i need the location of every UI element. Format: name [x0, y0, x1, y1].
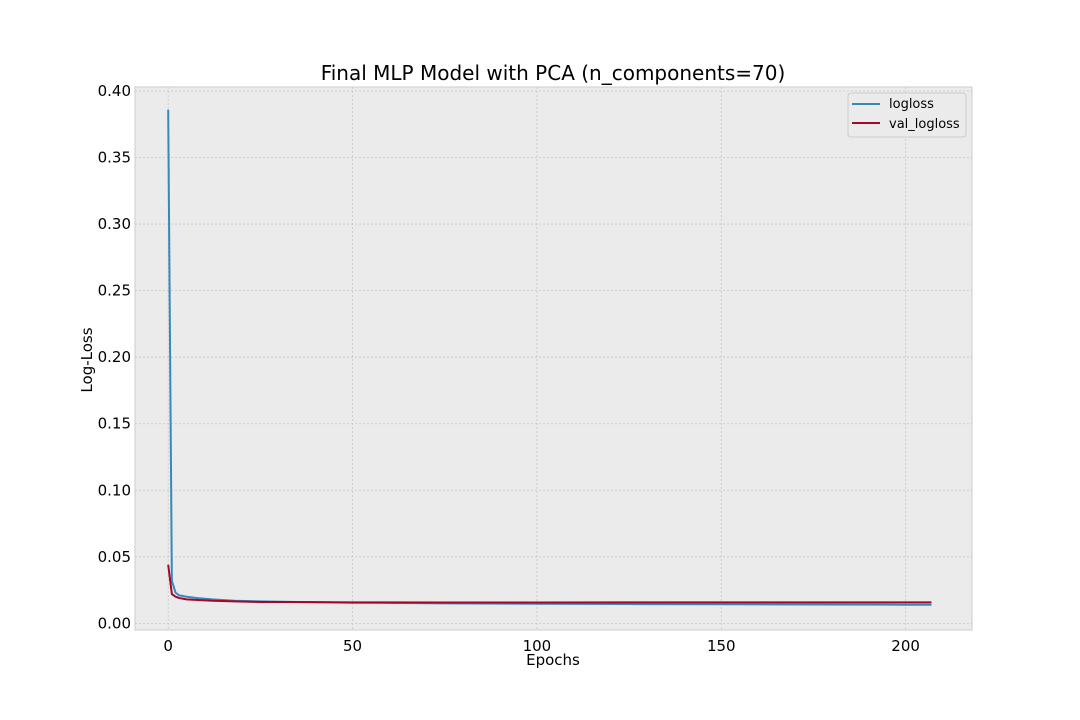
y-tick-label: 0.40: [98, 82, 131, 100]
legend-label-logloss: logloss: [889, 97, 934, 112]
y-tick-label: 0.05: [98, 548, 131, 566]
x-tick-label: 200: [891, 637, 920, 655]
plot-area: [134, 86, 973, 631]
y-tick-label: 0.25: [98, 282, 131, 300]
x-tick-label: 150: [707, 637, 736, 655]
x-tick-label: 100: [523, 637, 552, 655]
legend: logloss val_logloss: [847, 92, 967, 138]
y-tick-label: 0.00: [98, 614, 131, 632]
tick-labels: 0 50 100 150 200 0.00 0.05 0.10 0.15 0.20 0.25 0.30…: [98, 82, 920, 655]
y-axis-label: Log-Loss: [78, 327, 96, 392]
y-tick-label: 0.30: [98, 215, 131, 233]
y-tick-label: 0.15: [98, 415, 131, 433]
y-tick-label: 0.20: [98, 348, 131, 366]
x-tick-label: 0: [163, 637, 173, 655]
series-lines: [167, 109, 932, 606]
x-axis-label: Epochs: [526, 651, 580, 669]
series-line-val-logloss: [167, 564, 932, 604]
y-tick-label: 0.35: [98, 149, 131, 167]
legend-label-val-logloss: val_logloss: [889, 117, 960, 132]
y-tick-label: 0.10: [98, 481, 131, 499]
chart-title: Final MLP Model with PCA (n_components=7…: [321, 61, 786, 85]
grid-lines: [135, 87, 972, 630]
x-tick-label: 50: [343, 637, 362, 655]
